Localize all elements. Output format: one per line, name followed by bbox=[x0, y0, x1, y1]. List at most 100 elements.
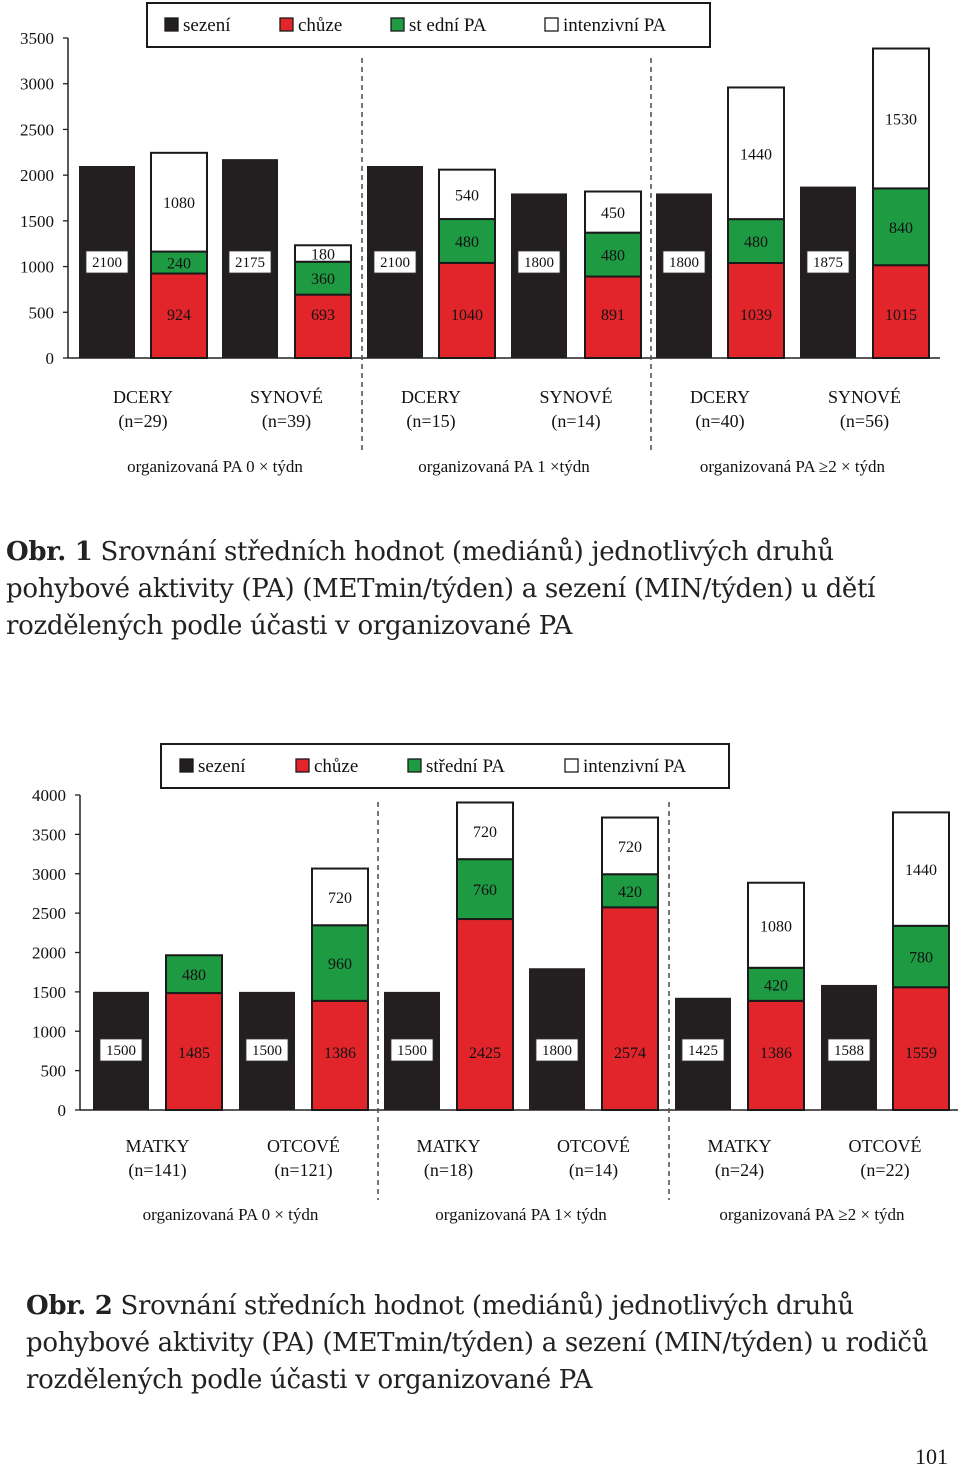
figure-2-caption-text: Srovnání středních hodnot (mediánů) jedn… bbox=[26, 1291, 929, 1395]
value-chuze: 1039 bbox=[740, 307, 772, 324]
category-label: OTCOVÉ bbox=[267, 1135, 340, 1156]
bar-matky-2: 1425 1386 420 1080 bbox=[675, 881, 805, 1112]
figure-1-label: Obr. 1 bbox=[6, 537, 93, 567]
value-sezeni-box bbox=[517, 250, 561, 274]
group-label: organizovaná PA 0 × týdn bbox=[127, 457, 303, 476]
bar-chuze bbox=[165, 992, 223, 1111]
value-stredni: 480 bbox=[455, 234, 479, 251]
y-tick-label: 0 bbox=[58, 1101, 67, 1120]
category-label: MATKY bbox=[416, 1136, 480, 1156]
y-tick-label: 1500 bbox=[20, 212, 54, 231]
value-chuze: 1386 bbox=[324, 1045, 356, 1062]
value-intenzivni: 1440 bbox=[905, 862, 937, 879]
bar-otcové-0: 1500 1386 960 720 bbox=[239, 867, 369, 1112]
group-label: organizovaná PA ≥2 × týdn bbox=[700, 457, 886, 476]
value-sezeni: 1588 bbox=[834, 1043, 864, 1059]
value-sezeni-box bbox=[373, 250, 417, 274]
legend-label-2: střední PA bbox=[426, 756, 505, 777]
value-stredni: 240 bbox=[167, 256, 191, 273]
category-label: DCERY bbox=[401, 387, 461, 407]
value-sezeni: 1425 bbox=[688, 1043, 718, 1059]
bar-intenzivni bbox=[872, 47, 930, 190]
bar-dcery-2: 1800 1039 480 1440 bbox=[656, 86, 785, 359]
value-intenzivni: 1080 bbox=[760, 918, 792, 935]
legend-swatch-2 bbox=[390, 17, 405, 32]
legend-label-3: intenzivní PA bbox=[583, 756, 687, 777]
legend-swatch-3 bbox=[564, 758, 579, 773]
value-sezeni: 2100 bbox=[92, 255, 122, 271]
bar-intenzivni bbox=[294, 244, 352, 263]
category-n: (n=22) bbox=[860, 1160, 909, 1181]
y-tick-label: 2500 bbox=[20, 120, 54, 139]
bar-chuze bbox=[601, 906, 659, 1111]
value-intenzivni: 540 bbox=[455, 187, 479, 204]
bar-intenzivni bbox=[892, 811, 950, 927]
category-n: (n=56) bbox=[840, 411, 889, 432]
category-label: DCERY bbox=[690, 387, 750, 407]
y-tick-label: 0 bbox=[46, 349, 55, 368]
category-label: DCERY bbox=[113, 387, 173, 407]
legend-swatch-0 bbox=[164, 17, 179, 32]
legend-swatch-2 bbox=[407, 758, 422, 773]
value-intenzivni: 720 bbox=[618, 839, 642, 856]
legend-swatch-1 bbox=[295, 758, 310, 773]
value-sezeni: 1800 bbox=[669, 255, 699, 271]
category-label: OTCOVÉ bbox=[849, 1135, 922, 1156]
bar-synové-0: 2175 693 360 180 bbox=[222, 159, 352, 360]
chart-2-legend: sezení chůze střední PA intenzivní PA bbox=[160, 743, 730, 789]
legend-label-3: intenzivní PA bbox=[563, 15, 667, 36]
legend-frame bbox=[160, 743, 730, 789]
category-n: (n=14) bbox=[569, 1160, 618, 1181]
y-tick-label: 1500 bbox=[32, 983, 66, 1002]
figure-1-caption-text: Srovnání středních hodnot (mediánů) jedn… bbox=[6, 537, 876, 641]
category-label: MATKY bbox=[125, 1136, 189, 1156]
bar-intenzivni bbox=[456, 801, 514, 861]
category-n: (n=40) bbox=[695, 411, 744, 432]
value-sezeni: 1800 bbox=[524, 255, 554, 271]
bar-stredni bbox=[311, 924, 369, 1002]
value-intenzivni: 1530 bbox=[885, 111, 917, 128]
value-chuze: 1015 bbox=[885, 307, 917, 324]
legend-label-2: st ední PA bbox=[409, 15, 487, 36]
value-sezeni-box bbox=[681, 1038, 725, 1062]
value-sezeni-box bbox=[806, 250, 850, 274]
bar-stredni bbox=[601, 873, 659, 909]
value-intenzivni: 1440 bbox=[740, 146, 772, 163]
legend-swatch-0 bbox=[179, 758, 194, 773]
category-label: OTCOVÉ bbox=[557, 1135, 630, 1156]
bar-matky-1: 1500 2425 760 720 bbox=[384, 801, 514, 1111]
bar-intenzivni bbox=[584, 190, 642, 234]
value-sezeni: 2100 bbox=[380, 255, 410, 271]
legend-frame bbox=[146, 2, 711, 48]
bar-stredni bbox=[584, 231, 642, 278]
bar-synové-1: 1800 891 480 450 bbox=[511, 190, 642, 359]
y-tick-label: 3000 bbox=[32, 865, 66, 884]
y-tick-label: 1000 bbox=[20, 258, 54, 277]
value-stredni: 960 bbox=[328, 956, 352, 973]
value-stredni: 360 bbox=[311, 271, 335, 288]
y-tick-label: 3500 bbox=[20, 29, 54, 48]
group-label: organizovaná PA 1 ×týdn bbox=[418, 457, 590, 476]
bar-stredni bbox=[892, 924, 950, 989]
value-stredni: 780 bbox=[909, 950, 933, 967]
bar-intenzivni bbox=[150, 151, 208, 253]
bar-stredni bbox=[438, 218, 496, 264]
legend-label-0: sezení bbox=[198, 756, 246, 777]
value-chuze: 1386 bbox=[760, 1045, 792, 1062]
bar-dcery-1: 2100 1040 480 540 bbox=[367, 166, 496, 359]
bar-chuze bbox=[294, 293, 352, 360]
bar-intenzivni bbox=[601, 816, 659, 876]
legend-swatch-1 bbox=[279, 17, 294, 32]
category-label: SYNOVÉ bbox=[250, 386, 323, 407]
value-sezeni-box bbox=[245, 1038, 289, 1062]
value-stredni: 840 bbox=[889, 220, 913, 237]
chart-1: sezení chůze st ední PA intenzivní PA 0 500 10… bbox=[20, 2, 940, 476]
bar-chuze bbox=[150, 272, 208, 359]
value-stredni: 760 bbox=[473, 882, 497, 899]
value-intenzivni: 180 bbox=[311, 246, 335, 263]
chart-1-legend: sezení chůze st ední PA intenzivní PA bbox=[146, 2, 711, 48]
value-stredni: 420 bbox=[764, 977, 788, 994]
value-chuze: 2574 bbox=[614, 1045, 646, 1062]
bar-stredni bbox=[294, 260, 352, 296]
category-n: (n=121) bbox=[274, 1160, 332, 1181]
